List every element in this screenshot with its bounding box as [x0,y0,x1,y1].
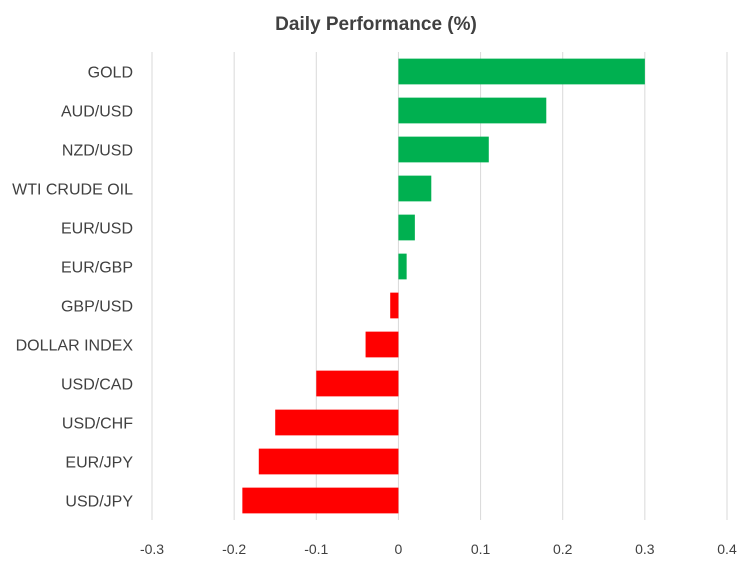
category-label: EUR/GBP [61,260,133,277]
category-label: AUD/USD [61,104,133,121]
bar [398,175,432,202]
x-tick-label: 0 [395,541,403,557]
category-label: WTI CRUDE OIL [12,182,133,199]
x-tick-label: 0.3 [635,541,655,557]
category-labels: GOLD AUD/USD NZD/USD WTI CRUDE OIL EUR/USD EU… [12,65,133,511]
bars [242,58,645,514]
x-tick-label: -0.2 [222,541,246,557]
x-tick-label: 0.1 [471,541,491,557]
x-tick-labels: -0.3 -0.2 -0.1 0 0.1 0.2 0.3 0.4 [140,541,737,557]
category-label: EUR/USD [61,221,133,238]
bar [390,292,399,319]
category-label: NZD/USD [62,143,133,160]
gridlines [151,52,728,520]
x-tick-label: -0.1 [304,541,328,557]
category-label: USD/CHF [62,416,133,433]
bar [398,136,489,163]
category-label: USD/CAD [61,377,133,394]
bar [242,487,399,514]
category-label: USD/JPY [65,494,133,511]
bar [398,58,645,85]
category-label: GOLD [88,65,133,82]
category-label: GBP/USD [61,299,133,316]
bar [365,331,399,358]
bar [275,409,399,436]
bar [258,448,399,475]
x-tick-label: 0.2 [553,541,573,557]
chart-title: Daily Performance (%) [275,14,477,35]
bar [398,253,407,280]
bar [398,214,415,241]
category-label: EUR/JPY [65,455,133,472]
bar [398,97,547,124]
bar [316,370,399,397]
x-tick-label: -0.3 [140,541,164,557]
category-label: DOLLAR INDEX [16,338,134,355]
x-tick-label: 0.4 [717,541,737,557]
